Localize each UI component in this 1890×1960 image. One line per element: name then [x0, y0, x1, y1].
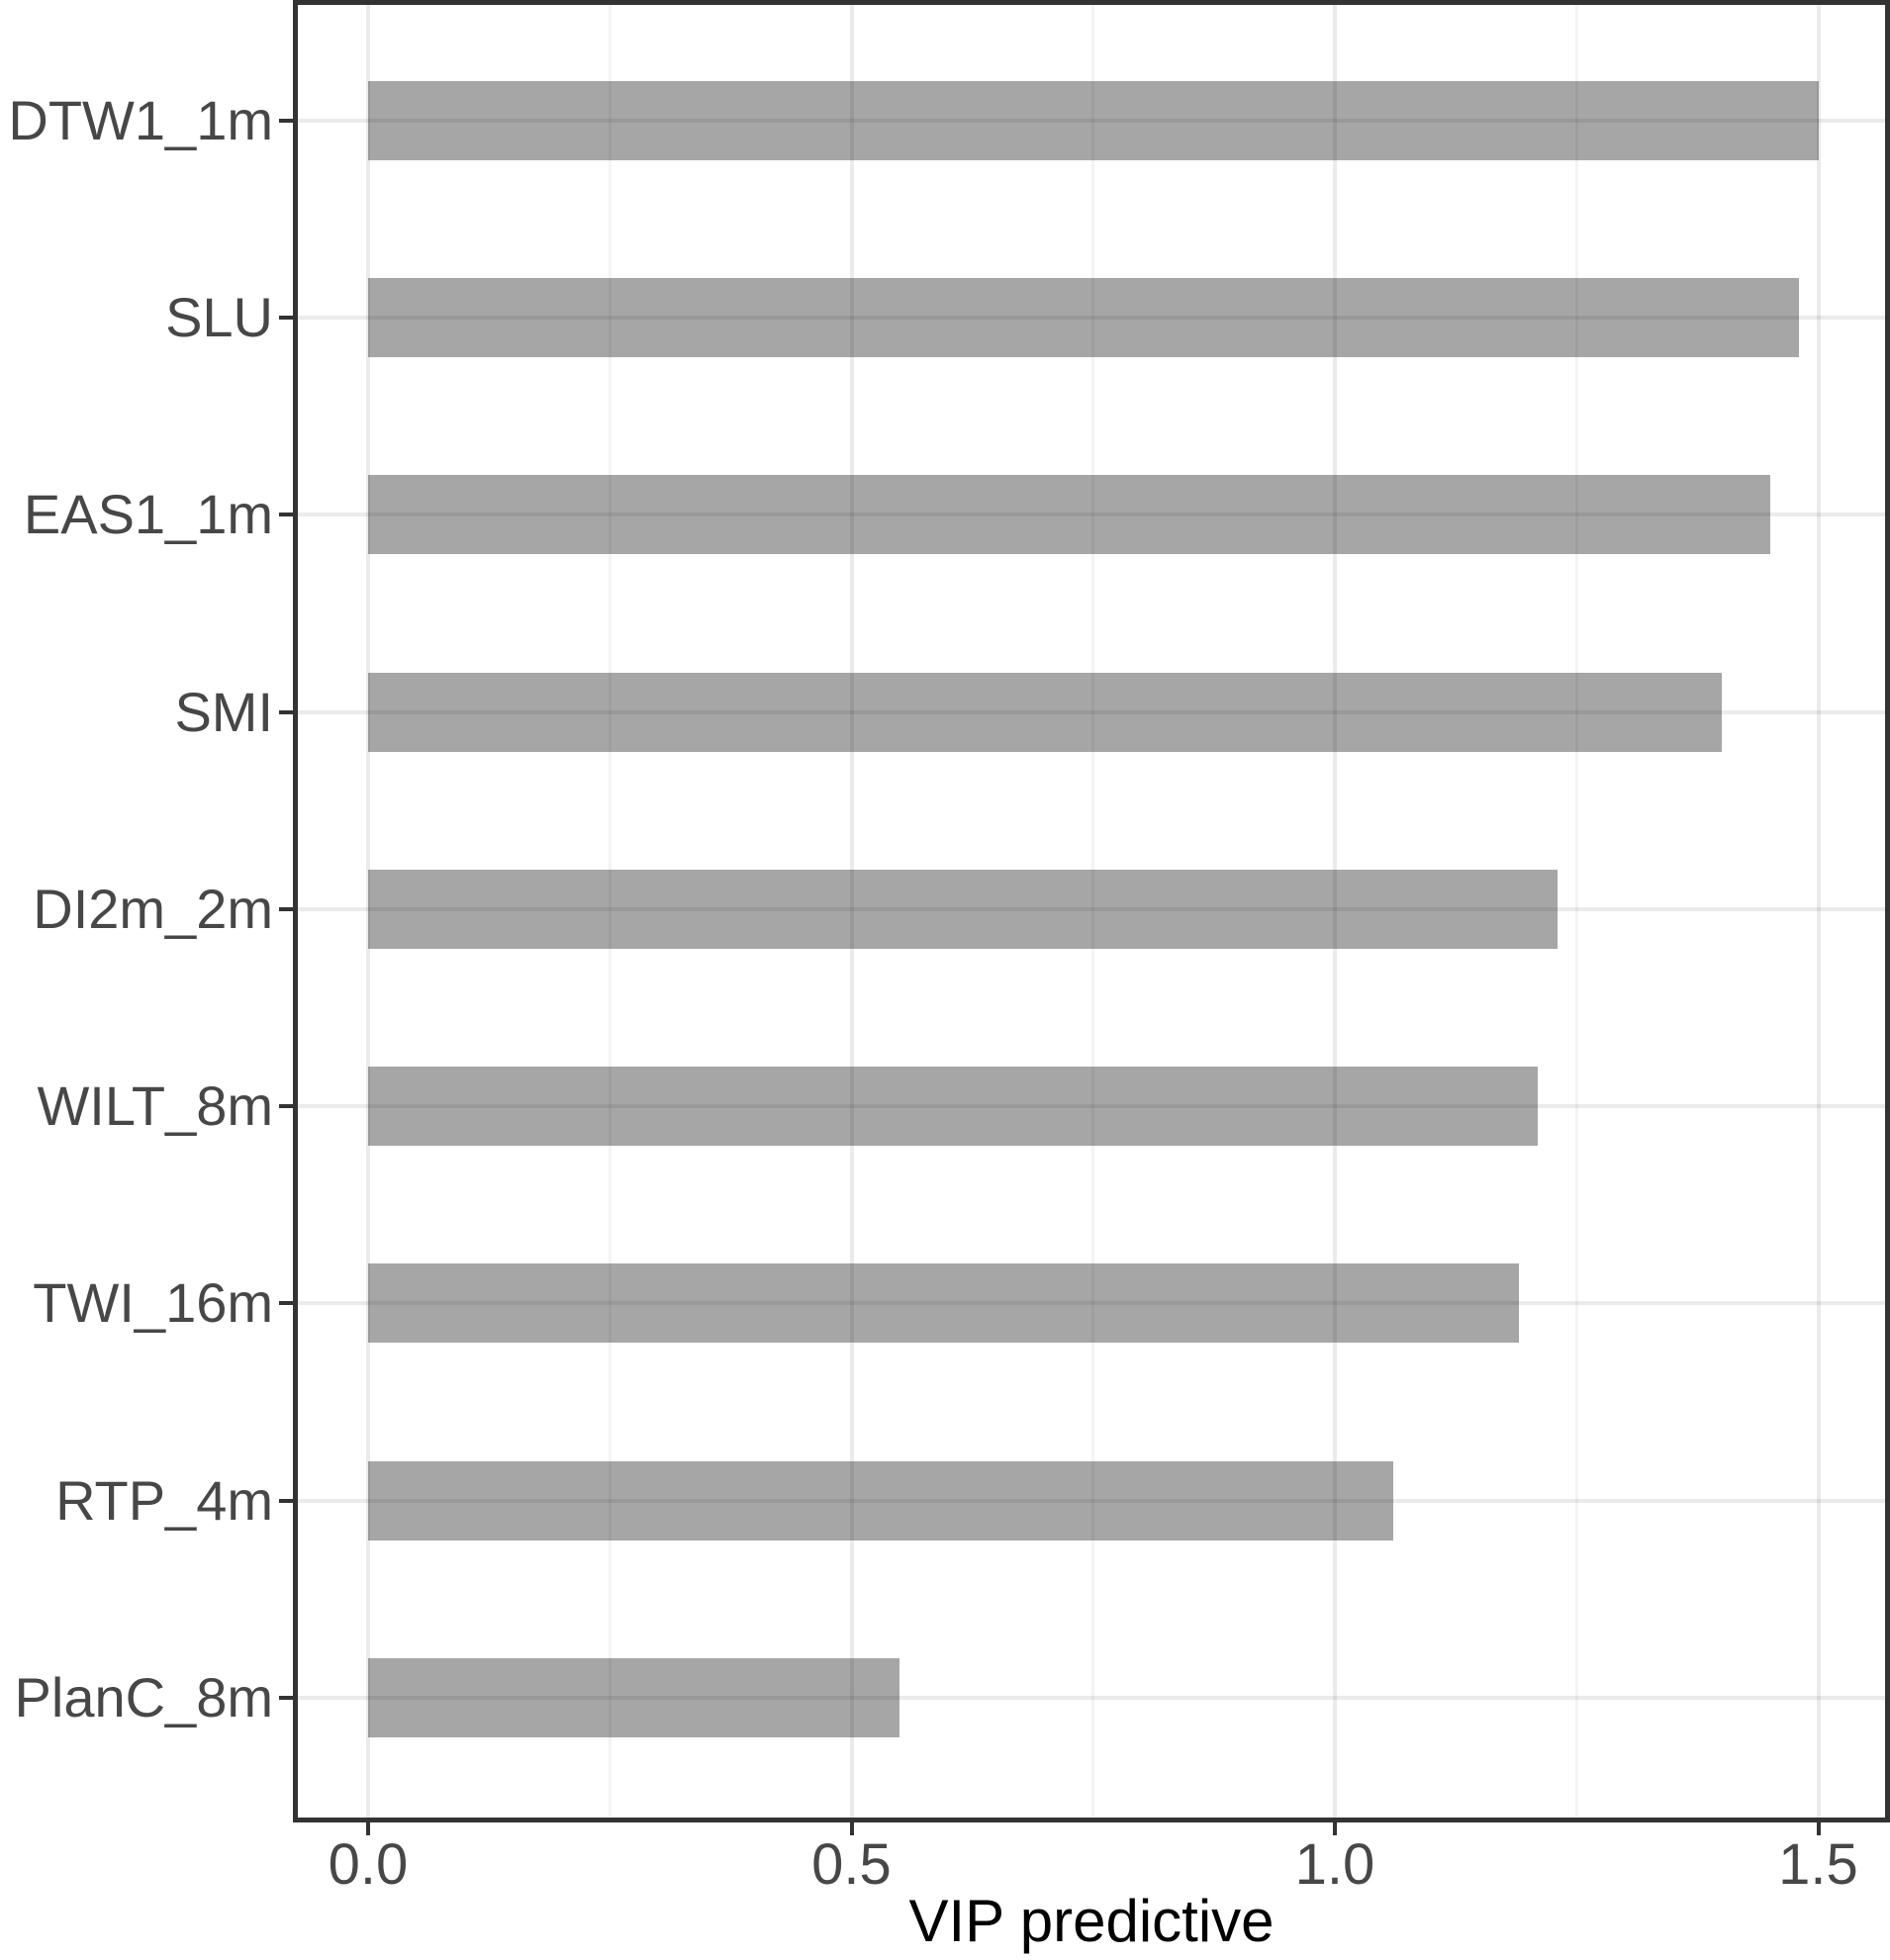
- y-axis-tick: [279, 1301, 293, 1306]
- horizontal-gridline: [298, 1695, 1885, 1700]
- x-tick-label: 0.0: [328, 1832, 409, 1897]
- y-tick-label: TWI_16m: [33, 1271, 273, 1335]
- y-tick-label: RTP_4m: [55, 1468, 273, 1532]
- vertical-major-gridline: [849, 5, 854, 1818]
- bar: [368, 278, 1799, 358]
- y-axis-tick: [279, 316, 293, 321]
- x-axis-tick: [366, 1821, 370, 1835]
- vertical-minor-gridline: [1091, 5, 1095, 1818]
- bar: [368, 869, 1558, 949]
- plot-panel: [298, 5, 1885, 1818]
- horizontal-gridline: [298, 513, 1885, 517]
- bar: [368, 1067, 1539, 1147]
- vertical-major-gridline: [366, 5, 370, 1818]
- bar: [368, 1657, 900, 1737]
- horizontal-gridline: [298, 709, 1885, 714]
- y-tick-label: SLU: [165, 286, 273, 349]
- horizontal-gridline: [298, 1104, 1885, 1109]
- y-tick-label: SMI: [174, 680, 273, 743]
- x-axis-tick: [849, 1821, 854, 1835]
- x-tick-label: 1.5: [1778, 1832, 1858, 1897]
- y-axis-tick: [279, 1695, 293, 1700]
- x-axis-tick: [1816, 1821, 1821, 1835]
- vertical-minor-gridline: [608, 5, 612, 1818]
- horizontal-gridline: [298, 119, 1885, 123]
- y-tick-label: DTW1_1m: [8, 89, 273, 151]
- x-axis-tick: [1333, 1821, 1337, 1835]
- bar: [368, 672, 1722, 752]
- y-tick-label: EAS1_1m: [23, 483, 273, 546]
- horizontal-gridline: [298, 1498, 1885, 1503]
- y-tick-label: DI2m_2m: [33, 877, 273, 940]
- horizontal-gridline: [298, 316, 1885, 321]
- bar: [368, 1460, 1393, 1540]
- y-axis-tick: [279, 906, 293, 911]
- x-tick-label: 0.5: [811, 1832, 892, 1897]
- gridlines-layer: [298, 5, 1885, 1818]
- vertical-major-gridline: [1333, 5, 1337, 1818]
- x-axis-title: VIP predictive: [908, 1888, 1275, 1954]
- bars-layer: [298, 5, 1885, 1818]
- x-tick-label: 1.0: [1294, 1832, 1375, 1897]
- y-tick-label: PlanC_8m: [14, 1665, 273, 1728]
- y-axis-tick: [279, 709, 293, 714]
- horizontal-gridline: [298, 1301, 1885, 1306]
- vertical-major-gridline: [1816, 5, 1821, 1818]
- y-axis-tick: [279, 1104, 293, 1109]
- y-axis-tick: [279, 1498, 293, 1503]
- y-axis-tick: [279, 119, 293, 123]
- bar: [368, 81, 1819, 160]
- y-axis-tick: [279, 513, 293, 517]
- horizontal-gridline: [298, 906, 1885, 911]
- y-tick-label: WILT_8m: [37, 1074, 273, 1138]
- bar: [368, 475, 1770, 555]
- bar: [368, 1263, 1519, 1344]
- vertical-minor-gridline: [1574, 5, 1578, 1818]
